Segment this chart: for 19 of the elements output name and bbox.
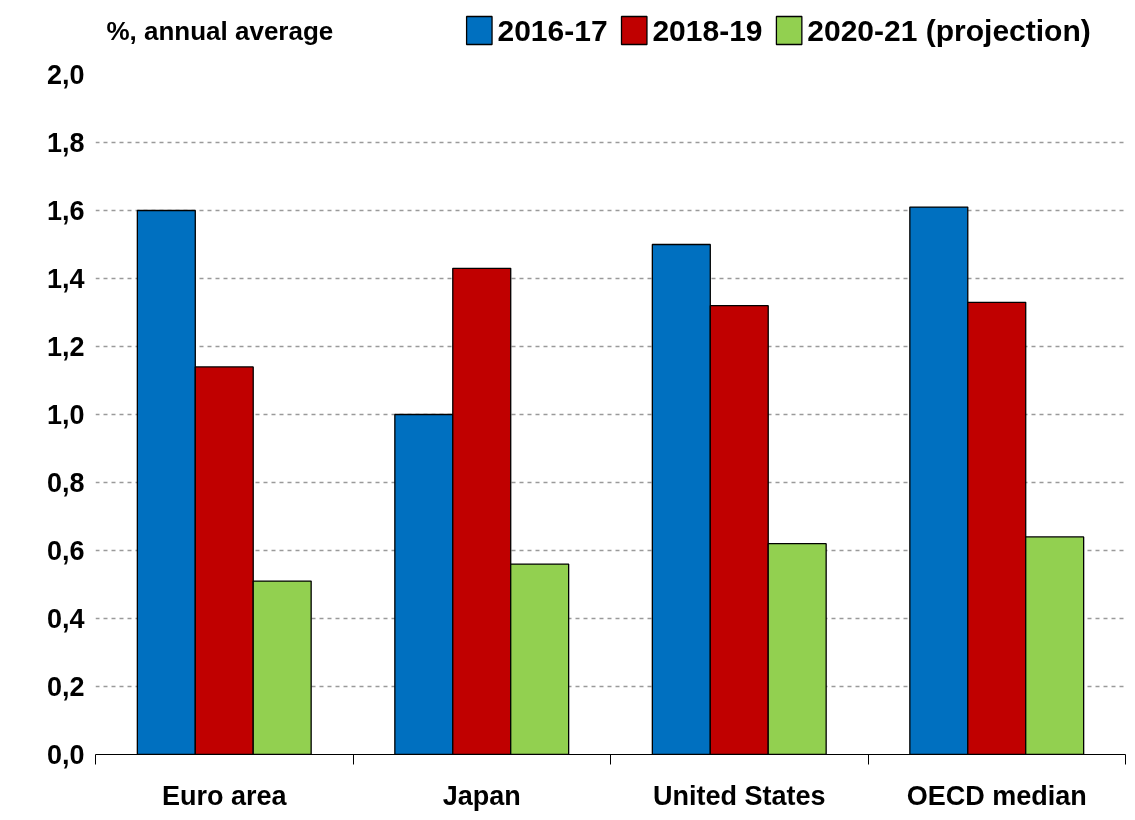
x-tick-label: Euro area — [161, 780, 288, 811]
x-tick-label: United States — [652, 780, 826, 811]
y-tick-label: 1,2 — [46, 332, 85, 362]
y-tick-label: 0,4 — [46, 604, 85, 634]
legend-label: 2016-17 — [497, 13, 608, 47]
y-tick-label: 1,6 — [46, 196, 85, 226]
y-tick-label: 0,0 — [46, 740, 85, 770]
y-axis-title: %, annual average — [106, 15, 334, 46]
legend-label: 2018-19 — [652, 13, 763, 47]
y-tick-label: 0,6 — [46, 536, 85, 566]
legend-label: 2020-21 (projection) — [807, 14, 1091, 47]
y-tick-label: 0,8 — [46, 468, 85, 498]
y-tick-label: 1,8 — [46, 128, 85, 158]
y-tick-label: 2,0 — [46, 60, 85, 90]
y-tick-label: 1,4 — [46, 264, 85, 294]
y-tick-label: 0,2 — [46, 672, 85, 702]
y-tick-label: 1,0 — [46, 400, 85, 430]
x-tick-label: Japan — [442, 780, 521, 811]
x-tick-label: OECD median — [906, 780, 1087, 811]
